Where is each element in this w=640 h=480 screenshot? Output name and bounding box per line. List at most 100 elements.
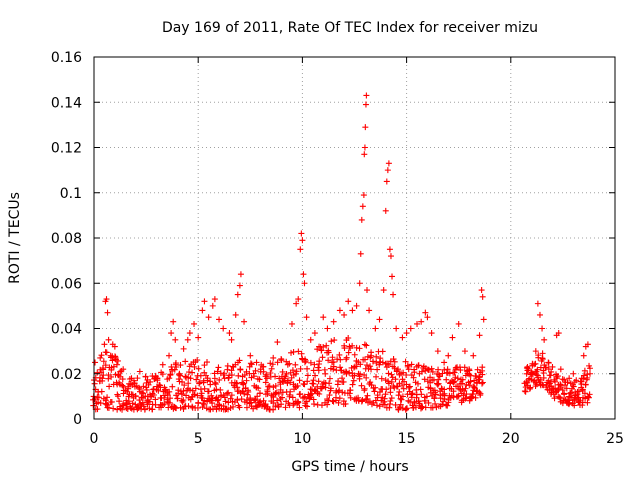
data-point <box>172 360 179 367</box>
data-point <box>393 325 400 332</box>
data-point <box>165 399 172 406</box>
data-point <box>189 369 196 376</box>
data-point <box>534 300 541 307</box>
data-point <box>100 366 107 373</box>
x-axis-label: GPS time / hours <box>291 459 408 475</box>
data-point <box>221 394 228 401</box>
data-point <box>236 404 243 411</box>
data-point <box>256 376 263 383</box>
data-point <box>168 330 175 337</box>
data-point <box>279 394 286 401</box>
data-point <box>425 399 432 406</box>
data-point <box>349 342 356 349</box>
data-point <box>412 404 419 411</box>
data-point <box>335 399 342 406</box>
data-point <box>366 307 373 314</box>
data-point <box>182 373 189 380</box>
data-point <box>216 316 223 323</box>
data-point <box>358 382 365 389</box>
data-point <box>196 380 203 387</box>
data-point <box>408 391 415 398</box>
data-point <box>404 405 411 412</box>
data-point <box>214 368 221 375</box>
data-point <box>247 360 254 367</box>
data-point <box>418 368 425 375</box>
data-point <box>364 392 371 399</box>
data-point <box>345 334 352 341</box>
data-point <box>479 380 486 387</box>
data-point <box>391 384 398 391</box>
data-point <box>319 354 326 361</box>
data-point <box>349 307 356 314</box>
data-point <box>248 374 255 381</box>
data-point <box>330 366 337 373</box>
data-point <box>250 405 257 412</box>
data-point <box>107 352 114 359</box>
data-point <box>435 366 442 373</box>
data-point <box>215 396 222 403</box>
data-point <box>172 336 179 343</box>
data-point <box>207 406 214 413</box>
data-point <box>171 404 178 411</box>
data-point <box>343 370 350 377</box>
data-point <box>385 370 392 377</box>
data-point <box>149 373 156 380</box>
data-point <box>129 400 136 407</box>
data-point <box>116 398 123 405</box>
data-point <box>422 397 429 404</box>
data-point <box>254 393 261 400</box>
axis-ticks <box>93 56 616 420</box>
data-point <box>159 361 166 368</box>
y-tick-label: 0.16 <box>51 50 82 66</box>
data-point <box>326 380 333 387</box>
data-point <box>199 307 206 314</box>
data-point <box>548 368 555 375</box>
data-point <box>422 404 429 411</box>
data-point <box>414 320 421 327</box>
data-point <box>351 351 358 358</box>
data-point <box>142 406 149 413</box>
data-point <box>225 389 232 396</box>
data-point <box>189 387 196 394</box>
data-point <box>409 390 416 397</box>
data-point <box>376 403 383 410</box>
data-point <box>320 314 327 321</box>
data-point <box>552 378 559 385</box>
data-point <box>103 296 110 303</box>
y-axis-label: ROTI / TECUs <box>7 192 23 284</box>
data-point <box>582 381 589 388</box>
data-point <box>418 318 425 325</box>
data-point <box>186 330 193 337</box>
data-point <box>353 302 360 309</box>
data-point <box>103 349 110 356</box>
data-point <box>310 396 317 403</box>
data-point <box>385 361 392 368</box>
data-point <box>143 384 150 391</box>
data-point <box>437 395 444 402</box>
data-point <box>570 370 577 377</box>
data-point <box>383 386 390 393</box>
data-point <box>450 379 457 386</box>
data-point <box>387 253 394 260</box>
data-point <box>451 378 458 385</box>
data-point <box>207 381 214 388</box>
data-point <box>225 374 232 381</box>
data-point <box>391 358 398 365</box>
data-point <box>357 371 364 378</box>
data-point <box>104 401 111 408</box>
data-point <box>307 336 314 343</box>
data-point <box>581 390 588 397</box>
data-point <box>243 377 250 384</box>
data-point <box>414 380 421 387</box>
data-point <box>171 366 178 373</box>
data-point <box>136 368 143 375</box>
data-point <box>461 348 468 355</box>
data-point <box>535 352 542 359</box>
data-point <box>418 403 425 410</box>
data-point <box>319 383 326 390</box>
data-point <box>541 336 548 343</box>
data-point <box>324 325 331 332</box>
data-point <box>142 373 149 380</box>
data-point <box>301 381 308 388</box>
data-point <box>454 375 461 382</box>
